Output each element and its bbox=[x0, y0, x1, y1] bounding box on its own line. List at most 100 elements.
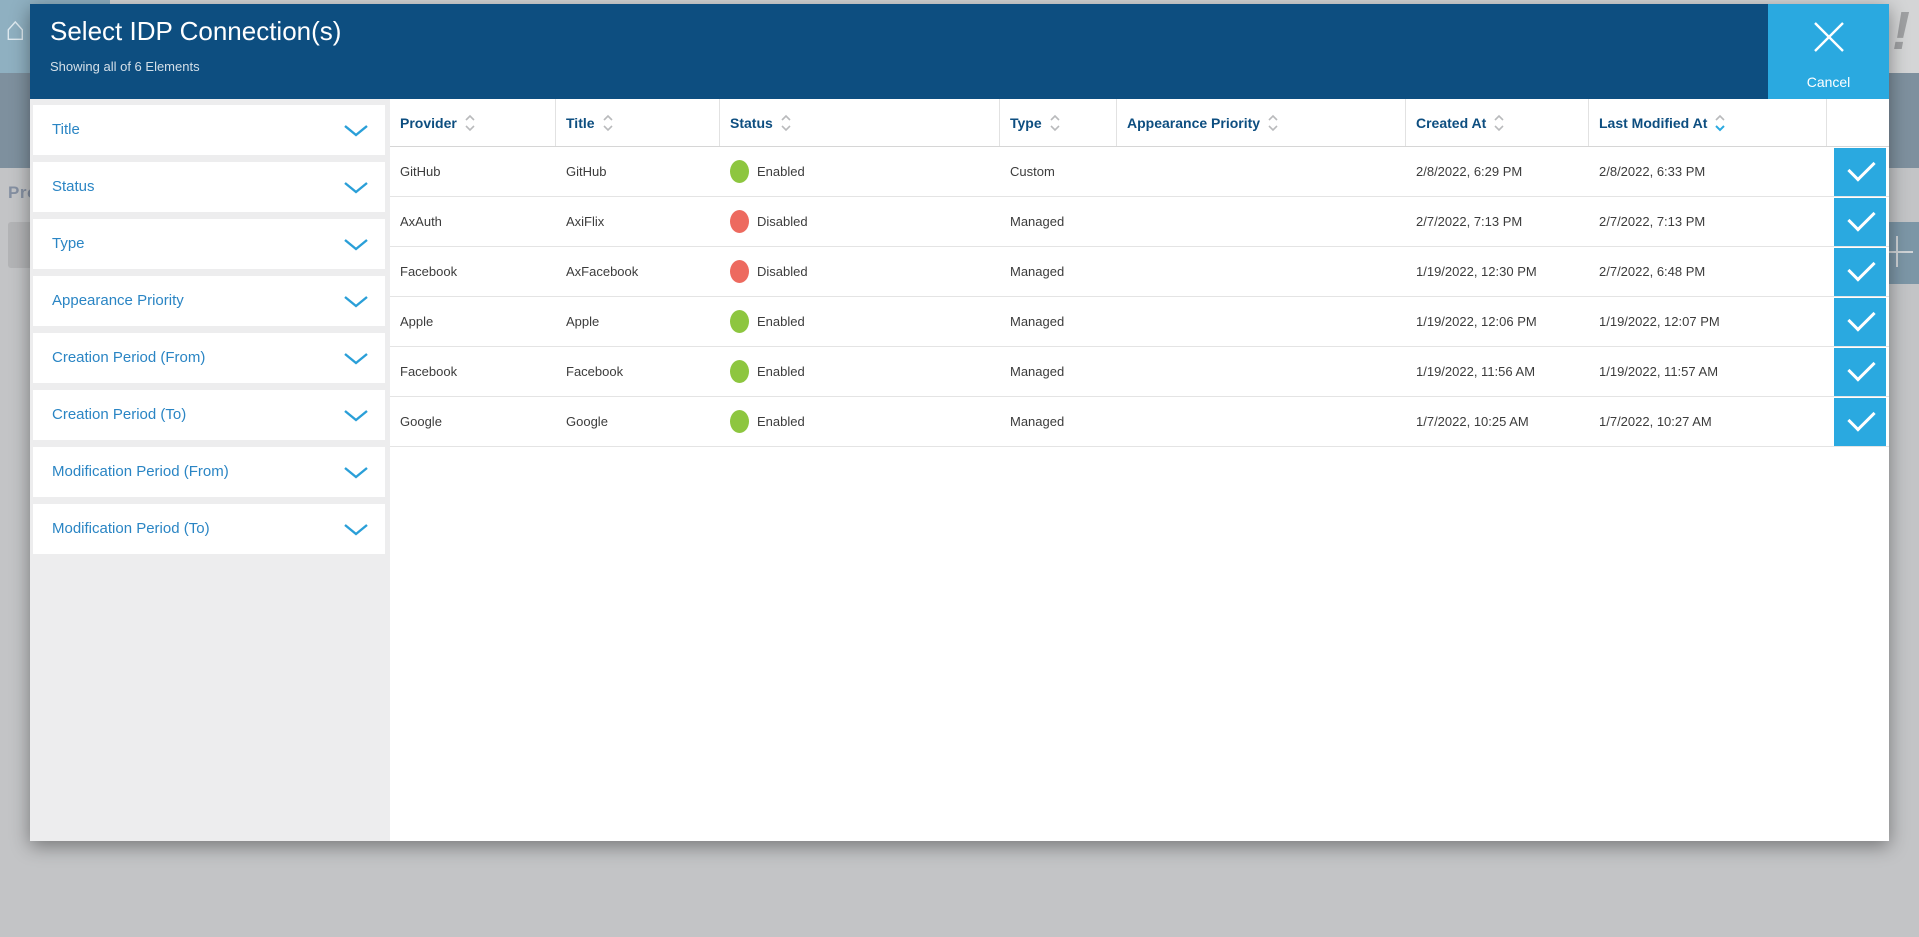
cell-provider: Google bbox=[400, 414, 442, 429]
chevron-down-icon bbox=[344, 353, 368, 365]
filter-label: Modification Period (To) bbox=[52, 520, 210, 537]
cell-created-at: 2/7/2022, 7:13 PM bbox=[1416, 214, 1523, 229]
modal-subtitle: Showing all of 6 Elements bbox=[50, 59, 200, 74]
plus-icon bbox=[1896, 236, 1898, 267]
row-select-checkbox[interactable] bbox=[1834, 348, 1886, 396]
status-label: Enabled bbox=[757, 314, 805, 329]
idp-connections-modal: Select IDP Connection(s) Showing all of … bbox=[30, 4, 1889, 841]
column-header-status[interactable]: Status bbox=[720, 99, 1000, 146]
cell-title: Google bbox=[566, 414, 608, 429]
filter-status[interactable]: Status bbox=[33, 162, 385, 212]
row-select-checkbox[interactable] bbox=[1834, 198, 1886, 246]
column-header-type[interactable]: Type bbox=[1000, 99, 1117, 146]
status-label: Enabled bbox=[757, 364, 805, 379]
cell-appearance-priority bbox=[1117, 247, 1406, 296]
sort-icon bbox=[602, 114, 613, 131]
status-dot bbox=[730, 160, 749, 183]
modal-title: Select IDP Connection(s) bbox=[50, 16, 342, 46]
filter-type[interactable]: Type bbox=[33, 219, 385, 269]
filter-label: Modification Period (From) bbox=[52, 463, 229, 480]
filters-sidebar: Title Status Type Appearance Priority Cr… bbox=[30, 99, 390, 841]
cell-provider: Apple bbox=[400, 314, 434, 329]
cell-status: Disabled bbox=[720, 197, 1000, 246]
cell-appearance-priority bbox=[1117, 297, 1406, 346]
filter-title[interactable]: Title bbox=[33, 105, 385, 155]
chevron-down-icon bbox=[344, 467, 368, 479]
status-dot bbox=[730, 210, 749, 233]
cell-provider: AxAuth bbox=[400, 214, 442, 229]
table-header-row: Provider Title Status Type Appearance Pr… bbox=[390, 99, 1889, 147]
cell-appearance-priority bbox=[1117, 397, 1406, 446]
cell-title: AxFacebook bbox=[566, 264, 639, 279]
table-row: GitHub GitHub Enabled Custom 2/8/2022, 6… bbox=[390, 147, 1889, 197]
status-dot bbox=[730, 310, 749, 333]
connections-table: Provider Title Status Type Appearance Pr… bbox=[390, 99, 1889, 841]
row-select-checkbox[interactable] bbox=[1834, 298, 1886, 346]
cell-status: Enabled bbox=[720, 297, 1000, 346]
cell-type: Managed bbox=[1010, 414, 1065, 429]
table-row: Apple Apple Enabled Managed 1/19/2022, 1… bbox=[390, 297, 1889, 347]
cell-title: AxiFlix bbox=[566, 214, 605, 229]
column-header-label: Provider bbox=[400, 114, 457, 131]
filter-label: Status bbox=[52, 178, 95, 195]
filter-appearance-priority[interactable]: Appearance Priority bbox=[33, 276, 385, 326]
filter-label: Type bbox=[52, 235, 85, 252]
column-header-provider[interactable]: Provider bbox=[390, 99, 556, 146]
cancel-button[interactable]: Cancel bbox=[1768, 4, 1889, 99]
cell-created-at: 1/19/2022, 11:56 AM bbox=[1416, 364, 1536, 379]
filter-creation-period-to[interactable]: Creation Period (To) bbox=[33, 390, 385, 440]
column-header-label: Last Modified At bbox=[1599, 114, 1708, 131]
sort-icon bbox=[1715, 114, 1726, 131]
column-header-created-at[interactable]: Created At bbox=[1406, 99, 1589, 146]
sort-icon bbox=[1050, 114, 1060, 131]
cancel-button-label: Cancel bbox=[1806, 74, 1851, 90]
sort-icon bbox=[1268, 114, 1278, 131]
cell-type: Managed bbox=[1010, 314, 1065, 329]
cell-title: Facebook bbox=[566, 364, 624, 379]
cell-type: Managed bbox=[1010, 364, 1065, 379]
filter-creation-period-from[interactable]: Creation Period (From) bbox=[33, 333, 385, 383]
filter-label: Title bbox=[52, 121, 80, 138]
row-select-checkbox[interactable] bbox=[1834, 248, 1886, 296]
sort-icon bbox=[781, 114, 791, 131]
filter-modification-period-to[interactable]: Modification Period (To) bbox=[33, 504, 385, 554]
cell-provider: Facebook bbox=[400, 364, 458, 379]
status-dot bbox=[730, 360, 749, 383]
column-header-last-modified-at[interactable]: Last Modified At bbox=[1589, 99, 1827, 146]
cell-last-modified-at: 1/7/2022, 10:27 AM bbox=[1599, 414, 1712, 429]
cell-created-at: 1/19/2022, 12:06 PM bbox=[1416, 314, 1537, 329]
cell-created-at: 1/7/2022, 10:25 AM bbox=[1416, 414, 1529, 429]
table-row: Facebook AxFacebook Disabled Managed 1/1… bbox=[390, 247, 1889, 297]
sort-icon bbox=[465, 114, 475, 131]
cell-title: Apple bbox=[566, 314, 600, 329]
cell-status: Disabled bbox=[720, 247, 1000, 296]
filter-modification-period-from[interactable]: Modification Period (From) bbox=[33, 447, 385, 497]
column-header-label: Appearance Priority bbox=[1127, 114, 1261, 131]
filter-label: Creation Period (From) bbox=[52, 349, 206, 366]
cell-type: Managed bbox=[1010, 264, 1065, 279]
column-header-appearance-priority[interactable]: Appearance Priority bbox=[1117, 99, 1406, 146]
cell-provider: Facebook bbox=[400, 264, 458, 279]
home-icon: ⌂ bbox=[5, 10, 26, 48]
cell-status: Enabled bbox=[720, 147, 1000, 196]
cell-created-at: 2/8/2022, 6:29 PM bbox=[1416, 164, 1523, 179]
status-label: Disabled bbox=[757, 214, 808, 229]
sort-icon bbox=[1494, 114, 1504, 131]
cell-created-at: 1/19/2022, 12:30 PM bbox=[1416, 264, 1537, 279]
chevron-down-icon bbox=[344, 524, 368, 536]
status-label: Disabled bbox=[757, 264, 808, 279]
cell-appearance-priority bbox=[1117, 147, 1406, 196]
cell-last-modified-at: 2/7/2022, 7:13 PM bbox=[1599, 214, 1706, 229]
cell-status: Enabled bbox=[720, 397, 1000, 446]
row-select-checkbox[interactable] bbox=[1834, 398, 1886, 446]
background-exclamation-text: ! bbox=[1892, 1, 1910, 61]
status-label: Enabled bbox=[757, 164, 805, 179]
column-header-title[interactable]: Title bbox=[556, 99, 720, 146]
row-select-checkbox[interactable] bbox=[1834, 148, 1886, 196]
status-dot bbox=[730, 410, 749, 433]
chevron-down-icon bbox=[344, 410, 368, 422]
cell-last-modified-at: 1/19/2022, 11:57 AM bbox=[1599, 364, 1719, 379]
cell-last-modified-at: 2/7/2022, 6:48 PM bbox=[1599, 264, 1706, 279]
close-x-icon bbox=[1813, 22, 1844, 52]
filter-label: Appearance Priority bbox=[52, 292, 184, 309]
